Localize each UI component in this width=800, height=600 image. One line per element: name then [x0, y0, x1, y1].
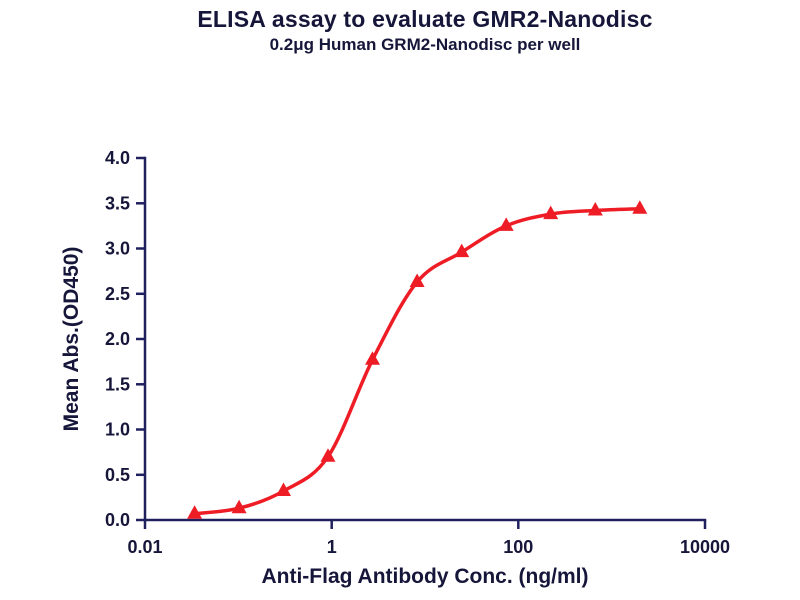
data-point-marker [587, 202, 603, 216]
data-point-marker [365, 351, 380, 365]
data-point-marker [187, 505, 203, 519]
x-tick-label: 1 [327, 537, 337, 557]
x-tick-label: 100 [503, 537, 533, 557]
x-tick-label: 10000 [680, 537, 730, 557]
data-point-marker [276, 482, 291, 496]
y-tick-label: 0.0 [105, 510, 130, 530]
y-axis-title: Mean Abs.(OD450) [60, 247, 83, 432]
data-point-marker [231, 499, 247, 514]
x-axis-title: Anti-Flag Antibody Conc. (ng/ml) [261, 565, 588, 588]
data-point-marker [632, 200, 648, 214]
data-point-marker [498, 217, 514, 231]
y-tick-label: 2.0 [105, 329, 130, 349]
data-point-markers [187, 200, 648, 519]
y-tick-label: 1.5 [105, 374, 130, 394]
y-tick-label: 0.5 [105, 465, 130, 485]
data-point-marker [409, 273, 425, 287]
chart-title: ELISA assay to evaluate GMR2-Nanodisc [197, 6, 653, 32]
data-point-marker [454, 243, 470, 258]
y-tick-label: 1.0 [105, 420, 130, 440]
axes [143, 156, 707, 522]
tick-marks [136, 156, 707, 529]
chart-subtitle: 0.2μg Human GRM2-Nanodisc per well [269, 35, 581, 54]
y-tick-label: 3.5 [105, 193, 130, 213]
y-tick-label: 3.0 [105, 239, 130, 259]
data-point-marker [320, 448, 336, 462]
y-tick-label: 4.0 [105, 148, 130, 168]
y-tick-label: 2.5 [105, 284, 130, 304]
fit-curve [192, 206, 642, 516]
data-point-marker [543, 205, 559, 220]
tick-labels: 0.0 0.5 1.0 1.5 2.0 2.5 3.0 3.5 4.0 0.01 1 100 10000 [105, 148, 730, 557]
x-tick-label: 0.01 [127, 537, 162, 557]
